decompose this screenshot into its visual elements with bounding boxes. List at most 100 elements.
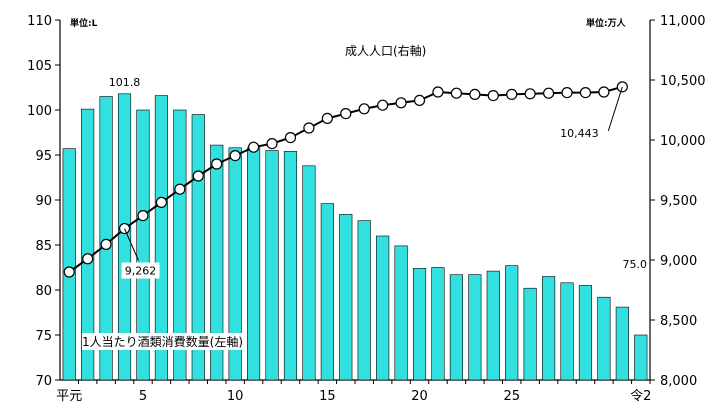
x-tick-label: 25 <box>503 389 520 404</box>
bar <box>136 109 150 381</box>
left-tick-label: 85 <box>35 239 52 254</box>
line-point <box>377 99 389 111</box>
line-point <box>395 97 407 109</box>
line-point <box>303 122 315 134</box>
line-last-label: 10,443 <box>560 127 599 140</box>
bar-peak-label: 101.8 <box>109 76 141 89</box>
line-point <box>137 210 149 222</box>
bar <box>486 270 500 381</box>
left-tick-label: 100 <box>27 104 52 119</box>
bar <box>634 334 648 381</box>
line-point <box>506 88 518 101</box>
line-point <box>192 170 204 182</box>
line-point <box>450 87 463 99</box>
line-series <box>63 81 628 278</box>
line-last-label-bg <box>556 124 603 141</box>
line-point <box>174 183 186 195</box>
bar <box>320 203 334 381</box>
annotations: 101.8 75.0 9,262 10,443 <box>109 76 647 279</box>
line-point-label: 9,262 <box>125 265 157 278</box>
line-point <box>340 107 352 120</box>
right-tick-label: 8,500 <box>660 314 697 329</box>
bar <box>117 93 132 381</box>
bar <box>615 306 629 381</box>
leader-line <box>607 86 623 131</box>
bar <box>394 245 408 381</box>
bar <box>302 165 316 381</box>
line-point <box>524 88 536 100</box>
bar <box>376 235 390 381</box>
right-tick-label: 8,000 <box>660 374 697 389</box>
bar <box>431 267 445 381</box>
line-point <box>63 266 75 278</box>
bar <box>81 108 95 381</box>
bar <box>505 265 519 381</box>
x-tick-label: 平元 <box>56 389 82 404</box>
right-unit-label: 単位:万人 <box>586 19 626 29</box>
line-point <box>413 94 426 107</box>
leader-line <box>124 228 139 261</box>
line-point <box>247 141 260 153</box>
line-point <box>469 88 481 101</box>
line-point <box>487 89 499 102</box>
right-tick-label: 10,500 <box>660 74 706 89</box>
bar <box>210 144 224 381</box>
bar <box>560 282 574 381</box>
left-axis: 70 75 80 85 90 95 100 105 110 <box>27 14 61 389</box>
bar <box>62 148 76 381</box>
line-point <box>358 103 370 115</box>
line-point <box>598 86 610 98</box>
x-tick-label: 令2 <box>630 389 651 404</box>
line-point <box>542 87 555 99</box>
line-point-label-bg <box>121 262 160 279</box>
left-tick-label: 75 <box>35 329 52 344</box>
x-tick-label: 5 <box>139 389 147 404</box>
bar <box>523 287 537 381</box>
bar <box>449 274 463 381</box>
bar <box>357 220 371 381</box>
bar <box>154 95 168 381</box>
line-point <box>155 196 168 208</box>
bar-series <box>62 93 648 381</box>
bar <box>283 151 298 381</box>
line-point <box>229 150 241 162</box>
bar <box>247 147 261 381</box>
line-point <box>100 238 112 250</box>
bar <box>578 285 593 381</box>
bar <box>173 109 187 381</box>
right-tick-label: 9,000 <box>660 254 697 269</box>
bar <box>468 274 482 381</box>
bar-series-label: 1人当たり酒類消費数量(左軸) <box>82 333 243 350</box>
right-tick-label: 9,500 <box>660 194 697 209</box>
left-tick-label: 95 <box>35 149 52 164</box>
x-tick-label: 20 <box>411 389 428 404</box>
line-point <box>284 132 297 144</box>
left-tick-label: 90 <box>35 194 52 209</box>
line-point <box>432 86 444 98</box>
left-tick-label: 105 <box>27 59 52 74</box>
left-tick-label: 80 <box>35 284 52 299</box>
bar <box>191 114 205 381</box>
bar <box>265 150 279 381</box>
line-point <box>266 138 278 150</box>
bar <box>542 276 556 381</box>
bar <box>412 268 427 381</box>
bar <box>228 147 242 381</box>
bar <box>339 214 353 381</box>
x-axis: 平元 5 10 15 20 25 令2 <box>56 379 651 404</box>
right-axis: 8,000 8,500 9,000 9,500 10,000 10,500 11,000 <box>649 14 706 389</box>
left-unit-label: 単位:L <box>70 19 98 29</box>
right-tick-label: 10,000 <box>660 134 706 149</box>
line-series-label: 成人人口(右軸) <box>345 42 427 59</box>
line-point <box>321 112 333 125</box>
x-tick-label: 10 <box>227 389 244 404</box>
x-tick-label: 15 <box>319 389 336 404</box>
bar <box>597 296 611 381</box>
line-point <box>579 86 592 99</box>
bar-last-label: 75.0 <box>623 258 648 271</box>
line-point <box>211 158 223 170</box>
left-tick-label: 110 <box>27 14 52 29</box>
line-point <box>82 253 94 265</box>
line-point <box>561 86 573 99</box>
